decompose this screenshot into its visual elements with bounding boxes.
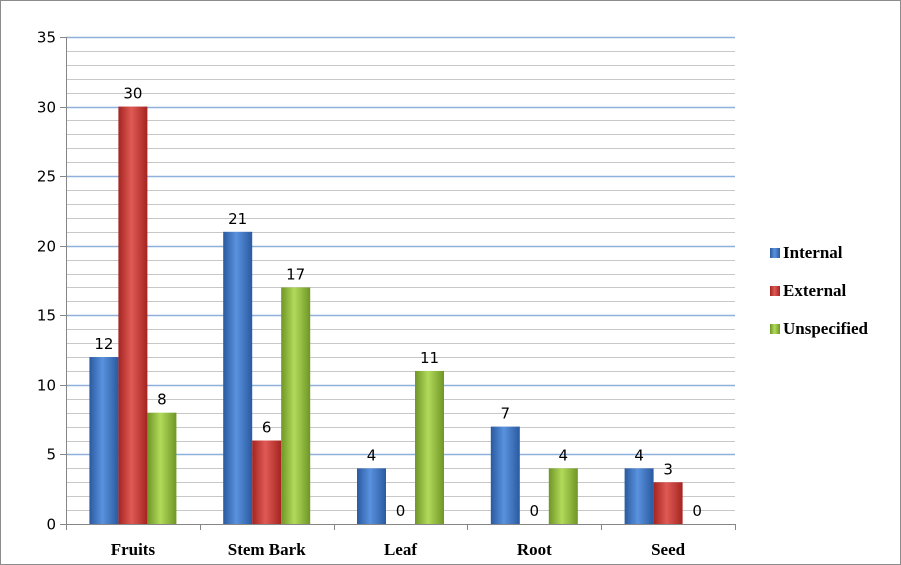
legend-swatch-unspecified [770,324,780,334]
legend-swatch-external [770,286,780,296]
y-tick-label: 25 [37,168,56,186]
bar-unspecified-root [548,468,578,524]
x-category-label: Seed [651,540,686,559]
x-category-label: Leaf [384,540,417,559]
legend-label-unspecified: Unspecified [783,319,869,338]
bar-external-seed [653,482,683,524]
legend-label-internal: Internal [783,243,843,262]
data-label: 21 [228,210,247,228]
data-label: 17 [286,265,305,283]
bar-unspecified-fruits [147,412,177,524]
data-label: 0 [396,502,406,520]
bar-internal-leaf [357,468,386,524]
bar-internal-fruits [89,357,119,524]
axes [60,37,736,530]
legend: Internal External Unspecified [770,243,869,338]
data-label: 4 [634,446,644,464]
bar-internal-seed [624,468,654,524]
bar-external-fruits [118,106,148,525]
gridlines [66,36,735,511]
data-label: 8 [157,391,167,409]
bar-unspecified-stem-bark [281,287,311,524]
legend-label-external: External [783,281,847,300]
data-label: 30 [123,85,142,103]
y-tick-label: 5 [46,446,56,464]
x-category-label: Fruits [111,540,156,559]
y-tick-label: 35 [37,29,56,47]
bar-internal-stem-bark [223,231,253,525]
data-label: 12 [94,335,113,353]
bar-unspecified-leaf [415,370,444,524]
y-tick-label: 10 [37,377,56,395]
data-label: 0 [692,502,702,520]
bar-external-stem-bark [252,440,282,524]
bars [89,106,683,525]
x-category-label: Root [517,540,552,559]
y-tick-label: 15 [37,307,56,325]
data-label: 11 [420,349,439,367]
data-label: 3 [663,460,673,478]
data-label: 0 [530,502,540,520]
x-category-label: Stem Bark [228,540,306,559]
data-label: 4 [559,446,569,464]
y-tick-label: 30 [37,99,56,117]
bar-internal-root [490,426,520,524]
y-tick-label: 0 [46,516,56,534]
data-label: 7 [501,405,511,423]
legend-swatch-internal [770,248,780,258]
data-label: 4 [367,446,377,464]
y-tick-label: 20 [37,238,56,256]
data-label: 6 [262,419,272,437]
